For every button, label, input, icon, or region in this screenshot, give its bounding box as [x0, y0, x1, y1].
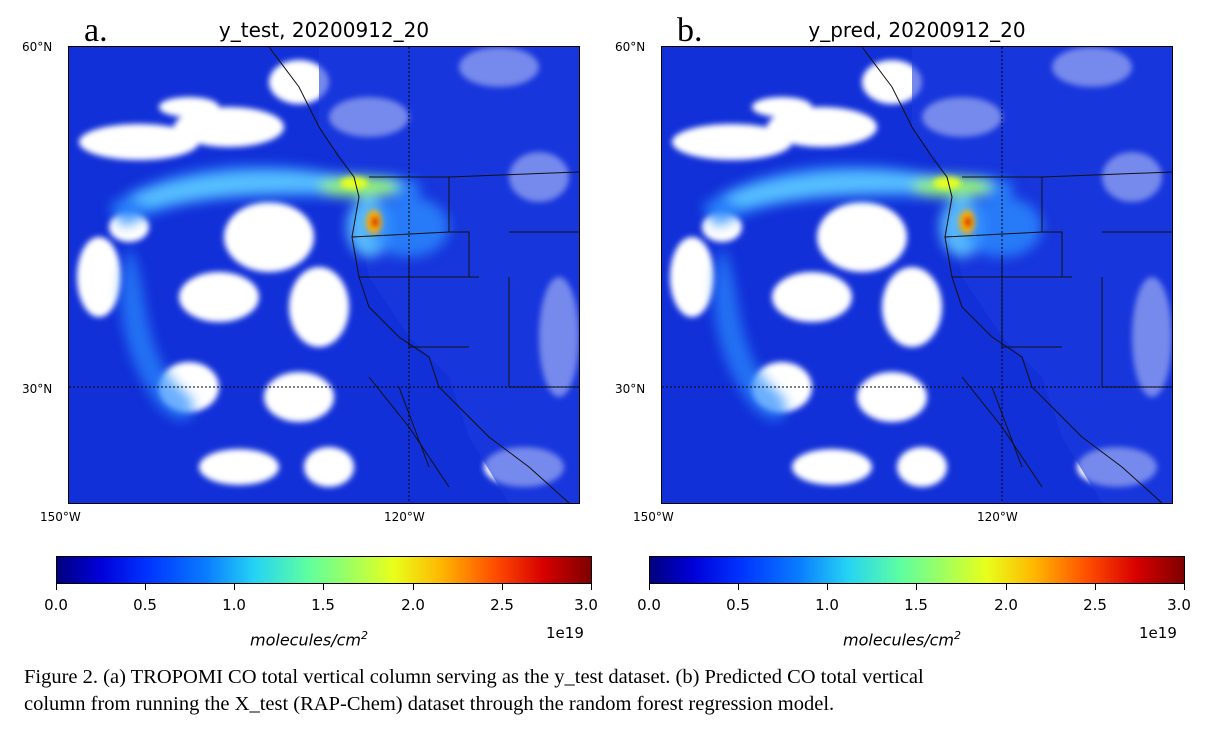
- caption-line-2: column from running the X_test (RAP-Chem…: [24, 693, 835, 715]
- tick-label: 2.5: [1083, 596, 1107, 614]
- panel-letter: a.: [84, 12, 108, 49]
- figure-caption: Figure 2. (a) TROPOMI CO total vertical …: [24, 664, 1209, 718]
- colorbar-label-sup: 2: [954, 629, 961, 642]
- tick-mark: [56, 584, 57, 590]
- tick-mark: [1184, 584, 1185, 590]
- panel-title: y_test, 20200912_20: [218, 18, 430, 42]
- colorbar: [649, 556, 1185, 584]
- tick-mark: [1006, 584, 1007, 590]
- figure-panel-a: a. y_test, 20200912_20 60°N 30°N 150°W 1…: [0, 0, 600, 650]
- co-column-map: [661, 46, 1173, 504]
- tick-label: 2.0: [401, 596, 425, 614]
- map-svg: [69, 47, 579, 503]
- tick-mark: [738, 584, 739, 590]
- tick-mark: [234, 584, 235, 590]
- tick-mark: [591, 584, 592, 590]
- colorbar-label: molecules/cm2: [843, 626, 961, 650]
- panel-letter: b.: [677, 12, 703, 49]
- figure-panel-b: b. y_pred, 20200912_20 60°N 30°N 150°W 1…: [593, 0, 1193, 650]
- colorbar-label-sup: 2: [361, 629, 368, 642]
- tick-label: 0.5: [726, 596, 750, 614]
- tick-label: 0.0: [44, 596, 68, 614]
- tick-mark: [145, 584, 146, 590]
- tick-label: 0.0: [637, 596, 661, 614]
- lat-label-30n: 30°N: [615, 382, 646, 396]
- tick-label: 2.5: [490, 596, 514, 614]
- lat-label-30n: 30°N: [22, 382, 53, 396]
- lat-label-60n: 60°N: [22, 40, 53, 54]
- tick-mark: [323, 584, 324, 590]
- tick-label: 0.5: [133, 596, 157, 614]
- co-column-map: [68, 46, 580, 504]
- colorbar: [56, 556, 592, 584]
- lon-label-150w: 150°W: [40, 510, 81, 524]
- tick-mark: [502, 584, 503, 590]
- tick-label: 3.0: [1167, 596, 1191, 614]
- colorbar-exponent: 1e19: [546, 624, 584, 642]
- colorbar-label-text: molecules/cm: [250, 630, 361, 650]
- tick-mark: [916, 584, 917, 590]
- tick-mark: [827, 584, 828, 590]
- panel-title: y_pred, 20200912_20: [808, 18, 1026, 42]
- tick-label: 2.0: [994, 596, 1018, 614]
- tick-mark: [649, 584, 650, 590]
- colorbar-label-text: molecules/cm: [843, 630, 954, 650]
- tick-label: 3.0: [574, 596, 598, 614]
- lat-label-60n: 60°N: [615, 40, 646, 54]
- map-svg: [662, 47, 1172, 503]
- tick-label: 1.0: [815, 596, 839, 614]
- caption-line-1: Figure 2. (a) TROPOMI CO total vertical …: [24, 666, 924, 688]
- tick-label: 1.5: [904, 596, 928, 614]
- tick-mark: [1095, 584, 1096, 590]
- tick-label: 1.5: [311, 596, 335, 614]
- tick-mark: [413, 584, 414, 590]
- lon-label-150w: 150°W: [633, 510, 674, 524]
- colorbar-label: molecules/cm2: [250, 626, 368, 650]
- colorbar-exponent: 1e19: [1139, 624, 1177, 642]
- lon-label-120w: 120°W: [384, 510, 425, 524]
- tick-label: 1.0: [222, 596, 246, 614]
- lon-label-120w: 120°W: [977, 510, 1018, 524]
